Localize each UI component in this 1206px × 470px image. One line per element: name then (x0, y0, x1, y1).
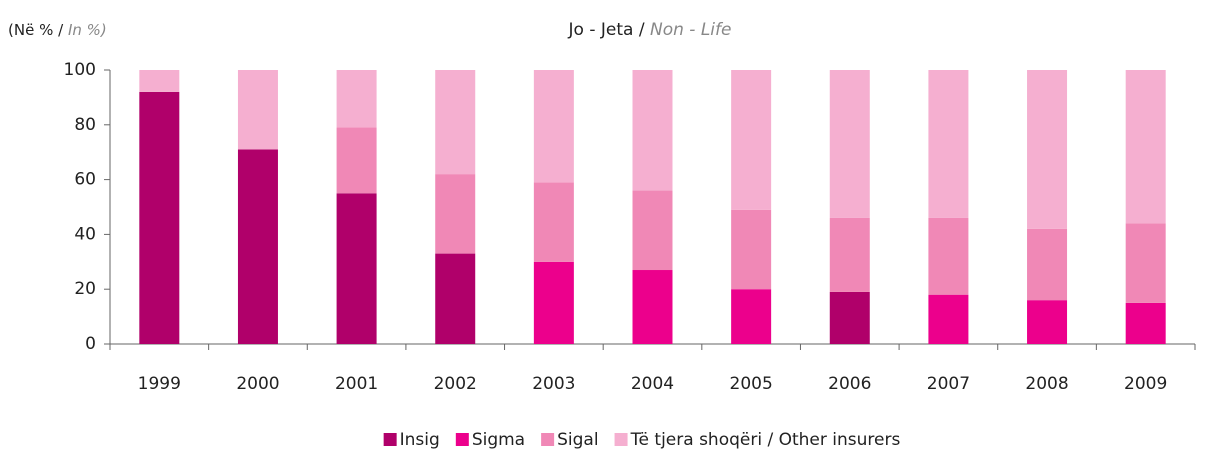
bar-segment (632, 70, 673, 191)
bar-segment (632, 270, 673, 344)
bar-segment (435, 174, 476, 254)
bar-segment (1027, 228, 1068, 301)
bar-segment (928, 70, 969, 218)
x-tick-label: 2007 (927, 374, 970, 394)
bar-segment (928, 217, 969, 295)
bar-segment (1027, 300, 1068, 344)
bar-segment (928, 294, 969, 344)
y-tick-label: 20 (74, 279, 96, 299)
bar-segment (829, 217, 870, 292)
bar-segment (829, 291, 870, 344)
y-tick-label: 0 (85, 334, 96, 354)
y-label-translation: In %) (68, 21, 107, 39)
bar-segment (139, 91, 180, 344)
y-tick-label: 100 (64, 60, 96, 80)
bar-segment (533, 261, 574, 344)
bar-segment (1027, 70, 1068, 229)
bar-segment (435, 253, 476, 344)
x-tick-label: 2002 (434, 374, 477, 394)
x-tick-label: 1999 (138, 374, 181, 394)
bar-segment (237, 149, 278, 344)
bar-segment (533, 182, 574, 262)
y-tick-label: 60 (74, 170, 96, 190)
legend-label: Të tjera shoqëri / Other insurers (630, 430, 901, 450)
x-tick-label: 2005 (730, 374, 773, 394)
legend-swatch (455, 433, 469, 446)
x-tick-label: 2008 (1025, 374, 1068, 394)
bar-segment (533, 70, 574, 183)
bar-segment (139, 70, 180, 92)
x-tick-label: 2003 (532, 374, 575, 394)
bar-segment (829, 70, 870, 218)
legend-swatch (383, 433, 397, 446)
bar-segment (237, 70, 278, 150)
x-tick-label: 2006 (828, 374, 871, 394)
bar-segment (336, 70, 377, 128)
legend-label: Sigal (557, 430, 598, 450)
chart-title: Jo - Jeta / Non - Life (568, 20, 732, 40)
bar-segment (731, 70, 772, 210)
x-tick-label: 2000 (236, 374, 279, 394)
legend-label: Sigma (472, 430, 525, 450)
bar-segment (1125, 302, 1166, 344)
legend-label: Insig (400, 430, 440, 450)
y-label-text: (Në % / (8, 21, 64, 39)
title-translation: Non - Life (650, 20, 731, 40)
bar-segment (731, 289, 772, 344)
x-tick-label: 2009 (1124, 374, 1167, 394)
bar-segment (1125, 70, 1166, 224)
legend-swatch (541, 433, 555, 446)
y-label: (Në % / In %) (8, 21, 107, 39)
title: Jo - Jeta / (568, 20, 645, 40)
x-tick-label: 2001 (335, 374, 378, 394)
y-tick-label: 40 (74, 224, 96, 244)
bar-segment (632, 190, 673, 271)
bar-segment (336, 193, 377, 344)
bar-segment (336, 127, 377, 194)
y-tick-label: 80 (74, 115, 96, 135)
legend-swatch (614, 433, 628, 446)
bar-segment (1125, 223, 1166, 303)
x-tick-label: 2004 (631, 374, 674, 394)
bar-segment (435, 70, 476, 175)
bar-segment (731, 209, 772, 290)
